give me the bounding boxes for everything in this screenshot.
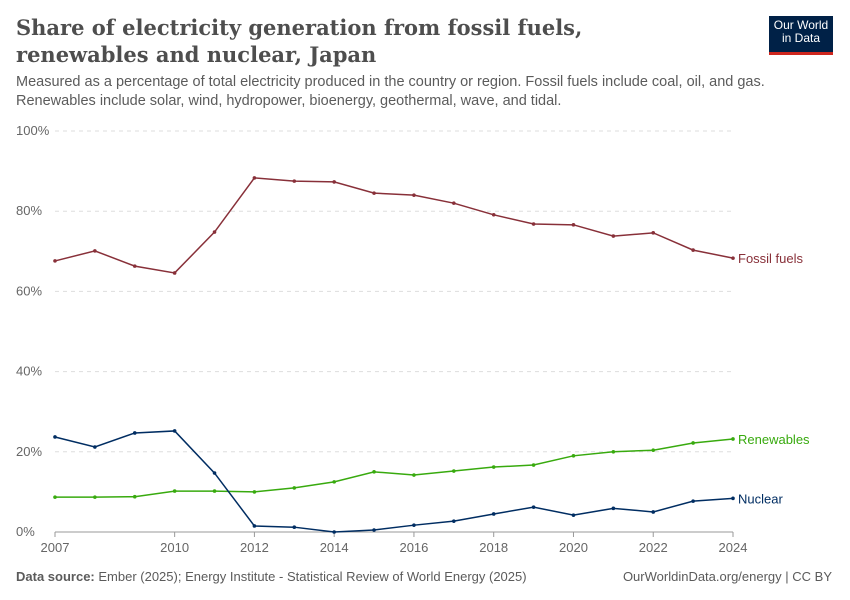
chart-title: Share of electricity generation from fos… xyxy=(16,15,583,67)
data-point xyxy=(611,234,616,238)
data-point xyxy=(412,473,416,477)
data-point xyxy=(332,530,336,534)
data-point xyxy=(731,256,735,260)
data-point xyxy=(691,441,695,445)
data-point xyxy=(212,230,217,234)
data-point xyxy=(651,231,656,235)
data-point xyxy=(691,248,695,252)
owid-logo[interactable]: Our World in Data xyxy=(769,16,833,55)
data-point xyxy=(531,463,536,467)
data-point xyxy=(53,495,57,499)
y-tick-label: 60% xyxy=(16,283,42,298)
x-tick-label: 2024 xyxy=(719,540,748,555)
y-tick-label: 80% xyxy=(16,203,42,218)
data-point xyxy=(571,513,576,517)
data-point xyxy=(292,486,297,490)
data-point xyxy=(372,528,376,532)
source-text: Ember (2025); Energy Institute - Statist… xyxy=(94,569,527,584)
footer-link[interactable]: OurWorldinData.org/energy | CC BY xyxy=(622,569,832,584)
data-point xyxy=(651,510,656,514)
data-point xyxy=(452,201,456,205)
source-label: Data source: xyxy=(16,569,95,584)
data-point xyxy=(372,191,376,195)
data-point xyxy=(332,480,336,484)
data-point xyxy=(172,271,177,275)
y-tick-label: 40% xyxy=(16,364,42,379)
line-chart: 0% 20% 40% 60% 80% 100% 2007 2010 2012 2014 2016 20… xyxy=(16,123,810,555)
chart-subtitle: Measured as a percentage of total electr… xyxy=(16,74,765,109)
data-source: Data source: Ember (2025); Energy Instit… xyxy=(16,569,527,584)
data-point xyxy=(172,489,177,493)
series-label: Renewables xyxy=(738,432,810,447)
data-point xyxy=(531,505,536,509)
data-point xyxy=(132,431,137,435)
data-point xyxy=(132,494,137,499)
data-point xyxy=(212,471,217,475)
data-point xyxy=(53,435,57,439)
data-point xyxy=(212,489,217,493)
data-point xyxy=(172,429,177,433)
series-line-renewables xyxy=(55,438,734,498)
y-tick-label: 100% xyxy=(16,123,50,138)
data-point xyxy=(93,249,97,253)
data-point xyxy=(292,179,297,183)
x-tick-label: 2018 xyxy=(479,540,508,555)
data-point xyxy=(93,445,97,449)
data-point xyxy=(332,180,336,184)
data-point xyxy=(611,506,616,511)
x-tick-label: 2012 xyxy=(240,540,269,555)
data-point xyxy=(691,499,695,503)
data-point xyxy=(53,259,57,263)
data-point xyxy=(292,525,297,529)
data-point xyxy=(531,222,536,226)
x-tick-label: 2014 xyxy=(320,540,349,555)
data-point xyxy=(252,524,257,528)
x-tick-label: 2022 xyxy=(639,540,668,555)
x-tick-label: 2007 xyxy=(41,540,70,555)
data-point xyxy=(491,512,496,516)
x-tick-label: 2010 xyxy=(160,540,189,555)
data-point xyxy=(412,193,416,197)
data-point xyxy=(452,519,456,523)
data-point xyxy=(132,264,137,268)
series-line-nuclear xyxy=(54,430,734,533)
data-point xyxy=(651,448,656,452)
data-point xyxy=(491,213,496,217)
data-point xyxy=(491,465,496,469)
data-point xyxy=(412,523,416,527)
y-tick-label: 20% xyxy=(16,444,42,459)
data-point xyxy=(372,470,376,474)
series-line-fossil-fuels xyxy=(54,177,734,274)
data-point xyxy=(731,437,735,441)
data-point xyxy=(252,490,257,494)
x-tick-label: 2020 xyxy=(559,540,588,555)
data-point xyxy=(571,223,576,227)
data-point xyxy=(452,469,456,473)
series-label: Nuclear xyxy=(738,491,783,506)
data-point xyxy=(93,495,97,499)
series-label: Fossil fuels xyxy=(738,251,804,266)
data-point xyxy=(571,454,576,458)
data-point xyxy=(252,176,257,180)
y-tick-label: 0% xyxy=(16,524,35,539)
data-point xyxy=(611,450,616,454)
x-tick-label: 2016 xyxy=(399,540,428,555)
data-point xyxy=(731,496,735,501)
